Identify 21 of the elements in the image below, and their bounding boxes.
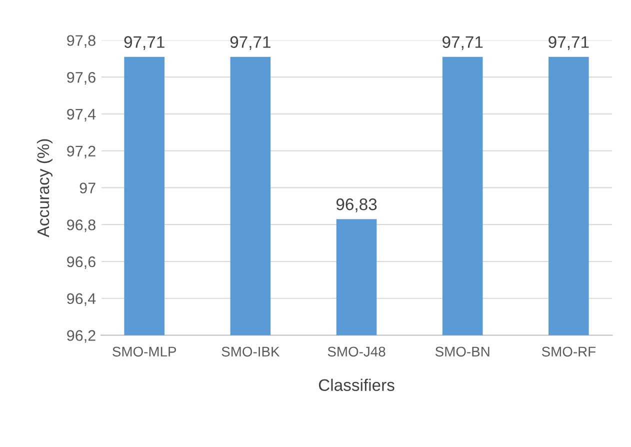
x-tick-label: SMO-RF [542,346,596,357]
data-label: 97,71 [442,36,483,50]
y-tick-label: 97,6 [67,72,96,85]
y-tick-label: 96,2 [67,330,96,343]
y-tick-label: 97,8 [67,35,96,48]
data-label: 97,71 [548,36,589,50]
data-label: 97,71 [230,36,270,50]
data-label: 96,83 [336,198,377,212]
x-tick-label: SMO-MLP [112,346,176,357]
y-tick-label: 97,4 [67,108,96,122]
x-axis-title: Classifiers [318,378,394,391]
y-axis-title: Accuracy (%) [36,139,52,238]
y-tick-label: 96,6 [67,256,96,269]
y-tick-label: 96,4 [67,293,96,306]
y-tick-label: 97 [80,182,96,194]
x-tick-label: SMO-J48 [328,346,386,357]
data-label: 97,71 [124,36,164,50]
x-tick-label: SMO-IBK [222,346,280,357]
x-tick-label: SMO-BN [435,346,490,357]
y-tick-label: 96,8 [67,219,96,232]
y-tick-label: 97,2 [67,146,96,158]
